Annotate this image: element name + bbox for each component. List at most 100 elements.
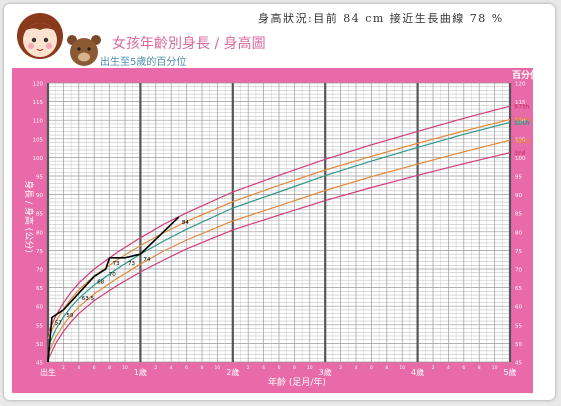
y-tick-label-left: 120: [33, 82, 44, 88]
y-tick-label-left: 45: [36, 361, 43, 367]
x-month-label: 4: [77, 365, 80, 371]
percentile-axis-title: 百分位: [512, 69, 539, 81]
x-month-label: 10: [492, 365, 498, 371]
girl-avatar-illustration: [17, 13, 63, 59]
x-month-label: 6: [370, 365, 373, 371]
teddy-bear-illustration: [67, 35, 101, 66]
x-month-label: 2: [62, 365, 65, 371]
child-height-line: [47, 216, 180, 363]
y-tick-label-right: 55: [515, 323, 522, 329]
x-month-label: 10: [122, 365, 128, 371]
left-cheek: [28, 43, 34, 49]
y-tick-label-right: 110: [515, 119, 526, 125]
bear-eye-left: [77, 47, 81, 51]
y-tick-label-right: 105: [515, 137, 526, 143]
bear-head: [70, 38, 98, 66]
y-tick-label-left: 70: [36, 268, 43, 274]
x-month-label: 10: [399, 365, 405, 371]
y-tick-label-left: 65: [36, 286, 43, 292]
y-tick-label-left: 90: [36, 193, 43, 199]
x-month-label: 6: [93, 365, 96, 371]
percentile-curve-15th: [47, 139, 511, 355]
percentile-curve-50th: [47, 121, 511, 347]
child-measurement-label: 63.5: [82, 296, 95, 302]
x-month-label: 6: [185, 365, 188, 371]
x-month-label: 4: [262, 365, 265, 371]
percentile-curve-3rd: [47, 152, 511, 361]
y-tick-label-right: 75: [515, 249, 522, 255]
bear-eye-right: [87, 47, 91, 51]
y-tick-label-left: 105: [33, 137, 44, 143]
chart-title: 女孩年齡別身長 / 身高圖: [112, 36, 266, 52]
x-major-label: 1歲: [134, 367, 147, 377]
bangs-shape: [23, 23, 57, 32]
y-tick-label-left: 75: [36, 249, 43, 255]
y-tick-label-left: 95: [36, 175, 43, 181]
x-month-label: 8: [385, 365, 388, 371]
child-measurement-label: 73: [128, 261, 135, 267]
y-tick-label-right: 50: [515, 342, 522, 348]
x-month-label: 8: [478, 365, 481, 371]
child-measurement-label: 70: [109, 272, 116, 278]
right-eye: [43, 37, 49, 43]
y-tick-label-right: 95: [515, 175, 522, 181]
x-month-label: 8: [108, 365, 111, 371]
series-label-85th: 85th: [514, 117, 530, 124]
y-tick-label-right: 45: [515, 361, 522, 367]
x-major-label: 3歲: [319, 367, 332, 377]
y-axis-label: 身長 / 身高 (公分): [23, 180, 35, 253]
x-axis-label: 年齡 (足月/年): [268, 376, 326, 388]
child-measurement-label: 57: [55, 320, 62, 326]
height-status-note: 身高狀況:目前 84 cm 接近生長曲線 78 %: [258, 12, 504, 25]
series-label-3rd: 3rd: [514, 150, 525, 157]
child-measurement-label: 59: [66, 313, 73, 319]
percentile-curve-97th: [47, 105, 511, 334]
y-tick-label-right: 100: [515, 156, 526, 162]
child-measurement-label: 68: [97, 279, 104, 285]
x-major-label: 4歲: [411, 367, 424, 377]
y-tick-label-left: 110: [33, 119, 44, 125]
y-tick-label-left: 60: [36, 305, 43, 311]
x-month-label: 10: [215, 365, 221, 371]
y-tick-label-right: 80: [515, 230, 522, 236]
y-tick-label-right: 85: [515, 212, 522, 218]
series-label-50th: 50th: [514, 120, 530, 127]
child-measurement-label: 84: [182, 220, 189, 226]
child-measurement-label: 74: [143, 257, 150, 263]
x-month-label: 2: [339, 365, 342, 371]
x-month-label: 8: [201, 365, 204, 371]
y-tick-label-right: 60: [515, 305, 522, 311]
child-measurement-label: 73: [113, 261, 120, 267]
y-tick-label-left: 115: [33, 100, 44, 106]
x-month-label: 8: [293, 365, 296, 371]
mouth: [36, 48, 44, 52]
x-month-label: 2: [247, 365, 250, 371]
left-eye: [31, 37, 37, 43]
y-tick-label-left: 80: [36, 230, 43, 236]
x-month-label: 4: [170, 365, 173, 371]
right-cheek: [46, 43, 52, 49]
y-tick-label-right: 65: [515, 286, 522, 292]
x-major-label: 出生: [40, 367, 56, 377]
series-label-97th: 97th: [514, 104, 530, 111]
x-month-label: 2: [154, 365, 157, 371]
percentile-curve-85th: [47, 118, 511, 340]
x-month-label: 6: [278, 365, 281, 371]
y-tick-label-left: 85: [36, 212, 43, 218]
y-tick-label-left: 50: [36, 342, 43, 348]
x-month-label: 6: [462, 365, 465, 371]
y-tick-label-right: 90: [515, 193, 522, 199]
bear-snout: [78, 52, 90, 62]
x-major-label: 5歲: [503, 367, 516, 377]
x-month-label: 4: [355, 365, 358, 371]
y-tick-label-left: 55: [36, 323, 43, 329]
y-tick-label-right: 120: [515, 82, 526, 88]
chart-subtitle: 出生至5歲的百分位: [100, 57, 187, 68]
x-month-label: 10: [307, 365, 313, 371]
x-month-label: 4: [447, 365, 450, 371]
x-month-label: 2: [432, 365, 435, 371]
x-major-label: 2歲: [226, 367, 239, 377]
series-label-15th: 15th: [514, 138, 530, 145]
y-tick-label-right: 115: [515, 100, 526, 106]
